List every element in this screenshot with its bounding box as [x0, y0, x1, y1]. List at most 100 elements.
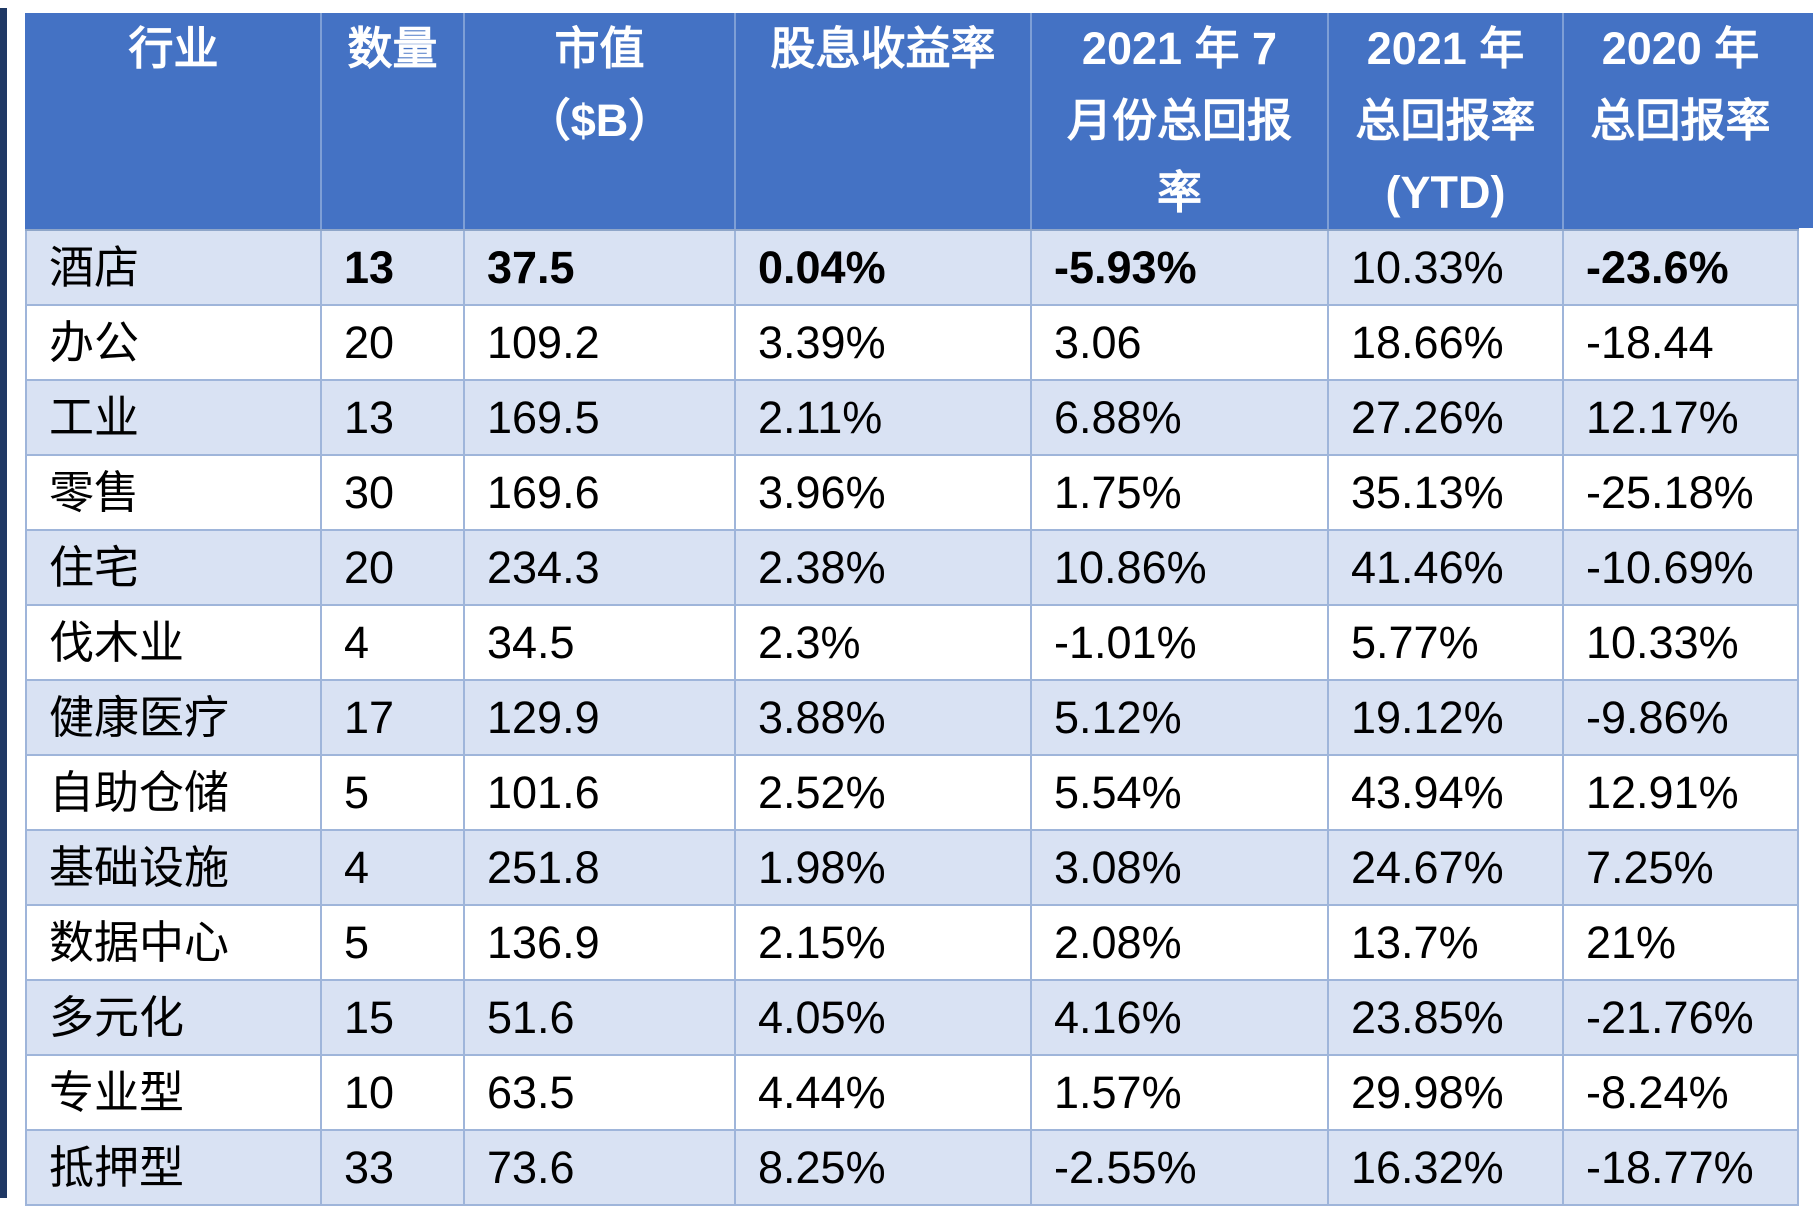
cell-dividend_yield: 3.96%: [734, 454, 1032, 531]
cell-total_return_2020: -8.24%: [1562, 1054, 1799, 1131]
cell-july_2021_total_return: -1.01%: [1030, 604, 1329, 681]
cell-july_2021_total_return: 4.16%: [1030, 979, 1329, 1056]
table-row-多元化: 多元化 15 51.6 4.05% 4.16% 23.85% -21.76%: [25, 979, 1799, 1056]
cell-ytd_2021_total_return: 24.67%: [1327, 829, 1564, 906]
cell-july_2021_total_return: 3.08%: [1030, 829, 1329, 906]
cell-industry: 住宅: [25, 529, 322, 606]
cell-july_2021_total_return: 2.08%: [1030, 904, 1329, 981]
table-row-工业: 工业 13 169.5 2.11% 6.88% 27.26% 12.17%: [25, 379, 1799, 456]
left-edge-bar: [0, 8, 7, 1198]
cell-market_cap_billions: 169.5: [463, 379, 736, 456]
cell-july_2021_total_return: -2.55%: [1030, 1129, 1329, 1206]
table-row-数据中心: 数据中心 5 136.9 2.15% 2.08% 13.7% 21%: [25, 904, 1799, 981]
cell-total_return_2020: 21%: [1562, 904, 1799, 981]
cell-july_2021_total_return: 6.88%: [1030, 379, 1329, 456]
cell-ytd_2021_total_return: 43.94%: [1327, 754, 1564, 831]
cell-ytd_2021_total_return: 23.85%: [1327, 979, 1564, 1056]
cell-total_return_2020: -23.6%: [1562, 229, 1799, 306]
cell-july_2021_total_return: 3.06: [1030, 304, 1329, 381]
cell-industry: 工业: [25, 379, 322, 456]
cell-ytd_2021_total_return: 16.32%: [1327, 1129, 1564, 1206]
cell-market_cap_billions: 136.9: [463, 904, 736, 981]
cell-dividend_yield: 2.11%: [734, 379, 1032, 456]
cell-market_cap_billions: 101.6: [463, 754, 736, 831]
cell-dividend_yield: 3.39%: [734, 304, 1032, 381]
cell-total_return_2020: 12.17%: [1562, 379, 1799, 456]
cell-industry: 专业型: [25, 1054, 322, 1131]
table-row-健康医疗: 健康医疗 17 129.9 3.88% 5.12% 19.12% -9.86%: [25, 679, 1799, 756]
cell-industry: 酒店: [25, 229, 322, 306]
column-header-industry: 行业: [25, 13, 322, 231]
cell-count: 5: [320, 754, 465, 831]
cell-ytd_2021_total_return: 10.33%: [1327, 229, 1564, 306]
column-header-count: 数量: [320, 13, 465, 231]
cell-total_return_2020: 7.25%: [1562, 829, 1799, 906]
cell-total_return_2020: -25.18%: [1562, 454, 1799, 531]
reit-sector-table: 行业 数量 市值 （$B） 股息收益率 2021 年 7 月份总回报 率 2021 年 总…: [25, 13, 1799, 1206]
cell-july_2021_total_return: 10.86%: [1030, 529, 1329, 606]
cell-count: 20: [320, 304, 465, 381]
cell-ytd_2021_total_return: 41.46%: [1327, 529, 1564, 606]
cell-industry: 数据中心: [25, 904, 322, 981]
cell-total_return_2020: -9.86%: [1562, 679, 1799, 756]
cell-ytd_2021_total_return: 18.66%: [1327, 304, 1564, 381]
column-header-market_cap_billions: 市值 （$B）: [463, 13, 736, 231]
cell-count: 13: [320, 379, 465, 456]
cell-dividend_yield: 2.52%: [734, 754, 1032, 831]
cell-market_cap_billions: 109.2: [463, 304, 736, 381]
column-header-total_return_2020: 2020 年 总回报率: [1562, 13, 1799, 231]
cell-ytd_2021_total_return: 5.77%: [1327, 604, 1564, 681]
table-row-抵押型: 抵押型 33 73.6 8.25% -2.55% 16.32% -18.77%: [25, 1129, 1799, 1206]
cell-ytd_2021_total_return: 19.12%: [1327, 679, 1564, 756]
column-header-ytd_2021_total_return: 2021 年 总回报率 (YTD): [1327, 13, 1564, 231]
cell-ytd_2021_total_return: 13.7%: [1327, 904, 1564, 981]
table-row-酒店: 酒店 13 37.5 0.04% -5.93% 10.33% -23.6%: [25, 229, 1799, 306]
cell-july_2021_total_return: 5.12%: [1030, 679, 1329, 756]
cell-industry: 健康医疗: [25, 679, 322, 756]
cell-market_cap_billions: 73.6: [463, 1129, 736, 1206]
cell-industry: 自助仓储: [25, 754, 322, 831]
cell-total_return_2020: -21.76%: [1562, 979, 1799, 1056]
cell-total_return_2020: -18.44: [1562, 304, 1799, 381]
cell-market_cap_billions: 51.6: [463, 979, 736, 1056]
cell-count: 10: [320, 1054, 465, 1131]
cell-total_return_2020: 12.91%: [1562, 754, 1799, 831]
table-row-伐木业: 伐木业 4 34.5 2.3% -1.01% 5.77% 10.33%: [25, 604, 1799, 681]
header-right-extension: [1795, 13, 1813, 228]
column-header-july_2021_total_return: 2021 年 7 月份总回报 率: [1030, 13, 1329, 231]
cell-july_2021_total_return: 1.57%: [1030, 1054, 1329, 1131]
cell-market_cap_billions: 129.9: [463, 679, 736, 756]
cell-market_cap_billions: 37.5: [463, 229, 736, 306]
table-row-基础设施: 基础设施 4 251.8 1.98% 3.08% 24.67% 7.25%: [25, 829, 1799, 906]
cell-count: 17: [320, 679, 465, 756]
cell-total_return_2020: -10.69%: [1562, 529, 1799, 606]
table-body: 酒店 13 37.5 0.04% -5.93% 10.33% -23.6% 办公 20 109.2…: [25, 229, 1799, 1206]
cell-industry: 办公: [25, 304, 322, 381]
cell-dividend_yield: 4.44%: [734, 1054, 1032, 1131]
cell-industry: 多元化: [25, 979, 322, 1056]
cell-ytd_2021_total_return: 27.26%: [1327, 379, 1564, 456]
cell-dividend_yield: 3.88%: [734, 679, 1032, 756]
cell-industry: 基础设施: [25, 829, 322, 906]
cell-industry: 伐木业: [25, 604, 322, 681]
cell-july_2021_total_return: 1.75%: [1030, 454, 1329, 531]
cell-dividend_yield: 1.98%: [734, 829, 1032, 906]
cell-dividend_yield: 2.38%: [734, 529, 1032, 606]
cell-count: 13: [320, 229, 465, 306]
cell-count: 4: [320, 604, 465, 681]
column-header-dividend_yield: 股息收益率: [734, 13, 1032, 231]
cell-count: 33: [320, 1129, 465, 1206]
cell-count: 15: [320, 979, 465, 1056]
cell-ytd_2021_total_return: 29.98%: [1327, 1054, 1564, 1131]
cell-ytd_2021_total_return: 35.13%: [1327, 454, 1564, 531]
table-row-住宅: 住宅 20 234.3 2.38% 10.86% 41.46% -10.69%: [25, 529, 1799, 606]
cell-dividend_yield: 2.15%: [734, 904, 1032, 981]
cell-july_2021_total_return: -5.93%: [1030, 229, 1329, 306]
cell-count: 4: [320, 829, 465, 906]
cell-market_cap_billions: 169.6: [463, 454, 736, 531]
cell-market_cap_billions: 251.8: [463, 829, 736, 906]
cell-total_return_2020: 10.33%: [1562, 604, 1799, 681]
cell-count: 20: [320, 529, 465, 606]
table-row-专业型: 专业型 10 63.5 4.44% 1.57% 29.98% -8.24%: [25, 1054, 1799, 1131]
